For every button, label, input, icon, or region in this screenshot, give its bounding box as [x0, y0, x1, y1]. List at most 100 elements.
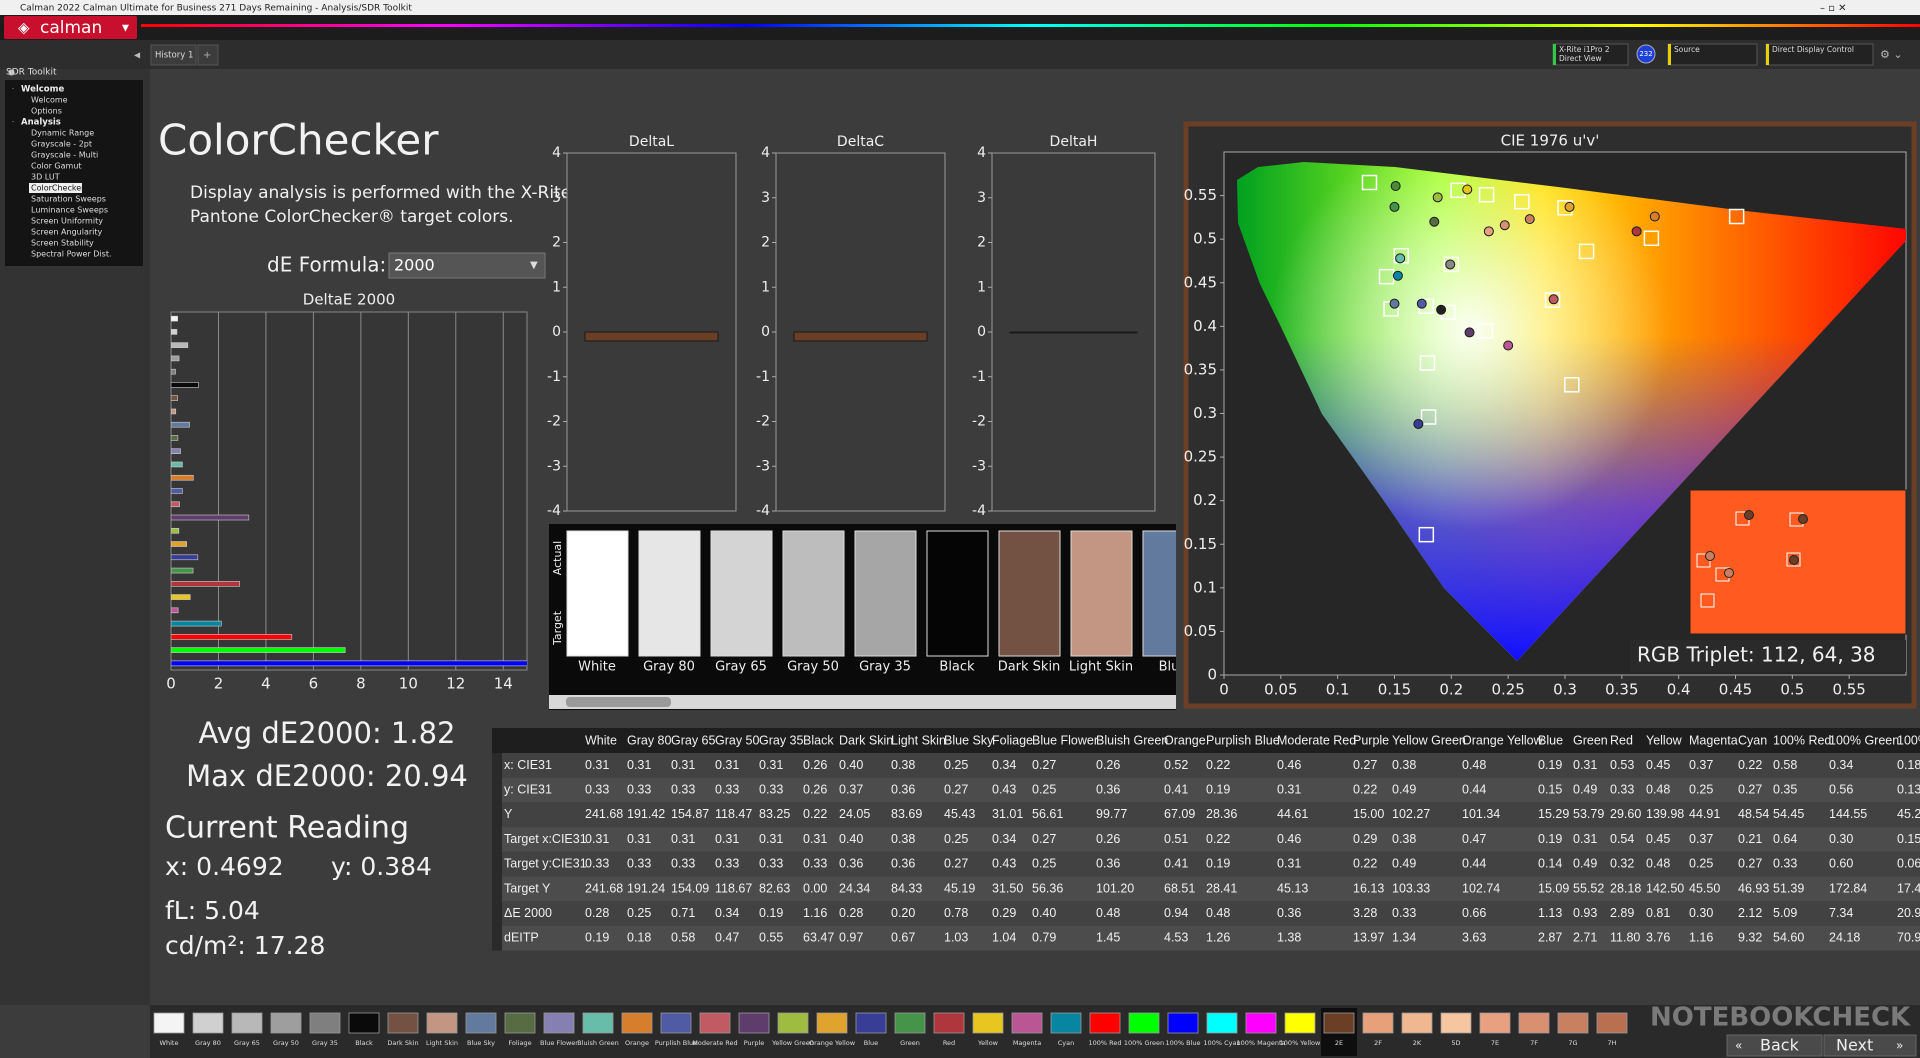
x-tick-label: 6	[309, 675, 319, 693]
tree-item[interactable]: Dynamic Range	[31, 129, 94, 138]
patch[interactable]	[777, 1012, 809, 1034]
meter-badge[interactable]	[1636, 44, 1656, 64]
swatch-label: Gray 80	[643, 660, 695, 675]
patch[interactable]	[1440, 1012, 1472, 1034]
patch[interactable]	[1518, 1012, 1550, 1034]
patch[interactable]	[1206, 1012, 1238, 1034]
patch[interactable]	[1557, 1012, 1589, 1034]
table-cell: 44.91	[1689, 807, 1720, 821]
swatch[interactable]	[782, 530, 845, 657]
patch[interactable]	[699, 1012, 731, 1034]
measured-point	[1524, 214, 1535, 225]
patch[interactable]	[543, 1012, 575, 1034]
table-cell: 0.37	[1689, 832, 1713, 846]
patch[interactable]	[504, 1012, 536, 1034]
tree-item[interactable]: Luminance Sweeps	[31, 206, 108, 215]
table-cell: 0.19	[1538, 758, 1562, 772]
table-cell: 241.68	[585, 881, 623, 895]
tree-item[interactable]: Grayscale - 2pt	[31, 140, 92, 149]
tree-item[interactable]: Screen Stability	[31, 239, 94, 248]
patch[interactable]	[894, 1012, 926, 1034]
tree-group[interactable]: Welcome	[21, 85, 64, 95]
patch[interactable]	[153, 1012, 185, 1034]
swatch[interactable]	[1070, 530, 1133, 657]
patch[interactable]	[426, 1012, 458, 1034]
sidebar-pin[interactable]: ◀	[134, 51, 141, 60]
formula-dropdown[interactable]	[388, 252, 546, 279]
patch[interactable]	[816, 1012, 848, 1034]
y-tick-label: 4	[761, 145, 770, 161]
column-header: 100%	[1897, 733, 1920, 747]
swatch[interactable]	[926, 530, 989, 657]
tree-item[interactable]: 3D LUT	[31, 173, 60, 182]
tree-item[interactable]: Options	[31, 107, 62, 116]
table-cell: 0.36	[891, 857, 915, 871]
gamut	[1237, 162, 1906, 661]
patch[interactable]	[1167, 1012, 1199, 1034]
table-row	[502, 777, 1920, 803]
tab[interactable]	[150, 44, 197, 66]
table-cell: 31.50	[992, 881, 1023, 895]
patch[interactable]	[231, 1012, 263, 1034]
patch[interactable]	[1089, 1012, 1121, 1034]
patch[interactable]	[1245, 1012, 1277, 1034]
tree-item[interactable]: Screen Angularity	[31, 228, 103, 237]
patch[interactable]	[270, 1012, 302, 1034]
table-cell: 63.47	[803, 931, 834, 945]
back-button[interactable]	[1726, 1034, 1823, 1057]
sidebar-collapse[interactable]: ●	[8, 68, 15, 77]
swatch[interactable]	[854, 530, 917, 657]
patch[interactable]	[1050, 1012, 1082, 1034]
patch[interactable]	[1128, 1012, 1160, 1034]
patch[interactable]	[348, 1012, 380, 1034]
scroll-thumb[interactable]	[566, 697, 671, 707]
tree-item[interactable]: ColorChecker	[31, 184, 85, 193]
patch[interactable]	[933, 1012, 965, 1034]
table-cell: 29.60	[1610, 807, 1641, 821]
logo-menu[interactable]: ▼	[122, 24, 129, 34]
table-cell: 0.29	[1353, 832, 1377, 846]
patch[interactable]	[387, 1012, 419, 1034]
patch[interactable]	[972, 1012, 1004, 1034]
patch[interactable]	[465, 1012, 497, 1034]
tree-group[interactable]: Analysis	[21, 118, 61, 128]
patch[interactable]	[309, 1012, 341, 1034]
patch[interactable]	[1479, 1012, 1511, 1034]
add-tab[interactable]	[197, 44, 219, 66]
table-cell: 0.25	[627, 906, 651, 920]
logo-box[interactable]	[4, 16, 137, 39]
table-cell: 191.42	[627, 807, 665, 821]
tree-item[interactable]: Welcome	[31, 96, 68, 105]
measured-point	[1395, 253, 1406, 264]
patch[interactable]	[621, 1012, 653, 1034]
settings-icon[interactable]: ⚙ ⌄	[1880, 48, 1903, 61]
patch[interactable]	[192, 1012, 224, 1034]
patch[interactable]	[1596, 1012, 1628, 1034]
row-label: Target	[551, 610, 564, 646]
window-controls[interactable]: – ▫ ✕	[1820, 3, 1847, 14]
patch[interactable]	[1284, 1012, 1316, 1034]
tree-item[interactable]: Saturation Sweeps	[31, 195, 106, 204]
tree-item[interactable]: Grayscale - Multi	[31, 151, 98, 160]
patch[interactable]	[1362, 1012, 1394, 1034]
table-cell: 0.19	[759, 906, 783, 920]
patch[interactable]	[738, 1012, 770, 1034]
swatch[interactable]	[710, 530, 773, 657]
header-bar	[0, 15, 1920, 40]
next-button[interactable]	[1823, 1034, 1917, 1057]
patch[interactable]	[855, 1012, 887, 1034]
swatch[interactable]	[998, 530, 1061, 657]
tree-item[interactable]: Spectral Power Dist.	[31, 250, 112, 259]
patch[interactable]	[1011, 1012, 1043, 1034]
patch[interactable]	[1323, 1012, 1355, 1034]
patch[interactable]	[1401, 1012, 1433, 1034]
swatch-scrollbar[interactable]	[549, 695, 1176, 709]
patch[interactable]	[660, 1012, 692, 1034]
swatch[interactable]	[1142, 530, 1204, 657]
patch[interactable]	[582, 1012, 614, 1034]
swatch[interactable]	[638, 530, 701, 657]
tree-item[interactable]: Screen Uniformity	[31, 217, 103, 226]
swatch[interactable]	[566, 530, 629, 657]
table-cell: 67.09	[1164, 807, 1195, 821]
tree-item[interactable]: Color Gamut	[31, 162, 82, 171]
